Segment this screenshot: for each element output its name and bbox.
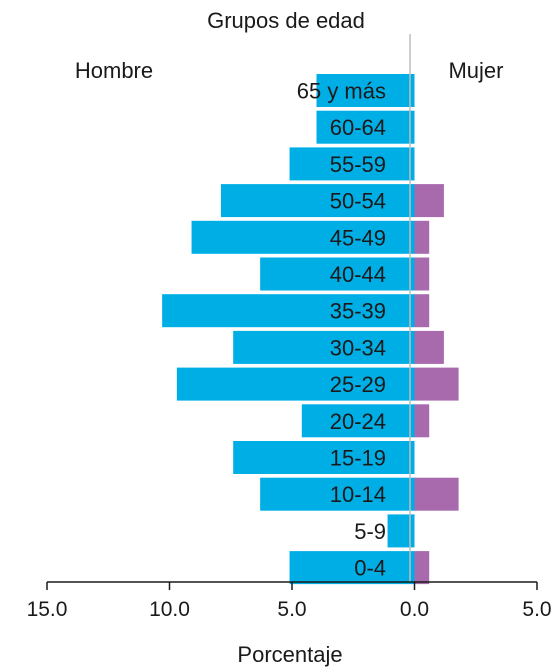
- male-bar: [220, 184, 415, 218]
- x-tick-label: 5.0: [277, 598, 306, 621]
- male-bar: [289, 551, 415, 585]
- age-group-label: 25-29: [330, 372, 386, 397]
- male-bar: [233, 441, 415, 474]
- bars-group: [162, 74, 459, 585]
- male-bar: [316, 74, 415, 107]
- age-group-label: 50-54: [330, 189, 386, 214]
- male-side-label: Hombre: [75, 58, 153, 83]
- age-group-label: 40-44: [330, 262, 386, 287]
- age-group-label: 30-34: [330, 335, 386, 360]
- female-bar: [414, 404, 430, 438]
- age-group-labels: 65 y más 60-64 55-59 50-54 45-49 40-44 35-39 30…: [297, 79, 386, 581]
- age-group-label: 0-4: [354, 556, 386, 581]
- male-bar: [191, 220, 415, 254]
- age-group-label: 45-49: [330, 225, 386, 250]
- age-group-label: 55-59: [330, 152, 386, 177]
- female-bar: [414, 220, 430, 254]
- male-bar: [260, 477, 415, 511]
- chart-title: Grupos de edad: [207, 8, 365, 33]
- female-bar: [414, 257, 430, 291]
- x-tick-label: 15.0: [27, 598, 68, 621]
- x-axis-ticks: 15.0 10.0 5.0 0.0 5.0: [27, 582, 552, 621]
- female-bar: [414, 367, 459, 401]
- male-bar: [233, 330, 415, 364]
- age-group-label: 20-24: [330, 409, 386, 434]
- age-group-label: 5-9: [354, 519, 386, 544]
- age-group-label: 15-19: [330, 446, 386, 471]
- female-bar: [414, 294, 430, 328]
- age-group-label: 60-64: [330, 115, 386, 140]
- x-tick-label: 5.0: [522, 598, 551, 621]
- female-bar: [414, 551, 430, 585]
- male-bar: [301, 404, 415, 438]
- male-bar: [162, 294, 415, 328]
- age-group-label: 10-14: [330, 482, 386, 507]
- male-bar: [260, 257, 415, 291]
- x-axis-title: Porcentaje: [237, 642, 342, 667]
- male-bar: [316, 110, 415, 144]
- female-bar: [414, 477, 459, 511]
- female-bar: [414, 184, 444, 218]
- male-bar: [176, 367, 415, 401]
- female-side-label: Mujer: [448, 58, 503, 83]
- female-bar: [414, 330, 444, 364]
- age-group-label: 35-39: [330, 299, 386, 324]
- x-tick-label: 10.0: [149, 598, 190, 621]
- age-group-label: 65 y más: [297, 79, 386, 104]
- male-bar: [289, 147, 415, 181]
- x-tick-label: 0.0: [400, 598, 429, 621]
